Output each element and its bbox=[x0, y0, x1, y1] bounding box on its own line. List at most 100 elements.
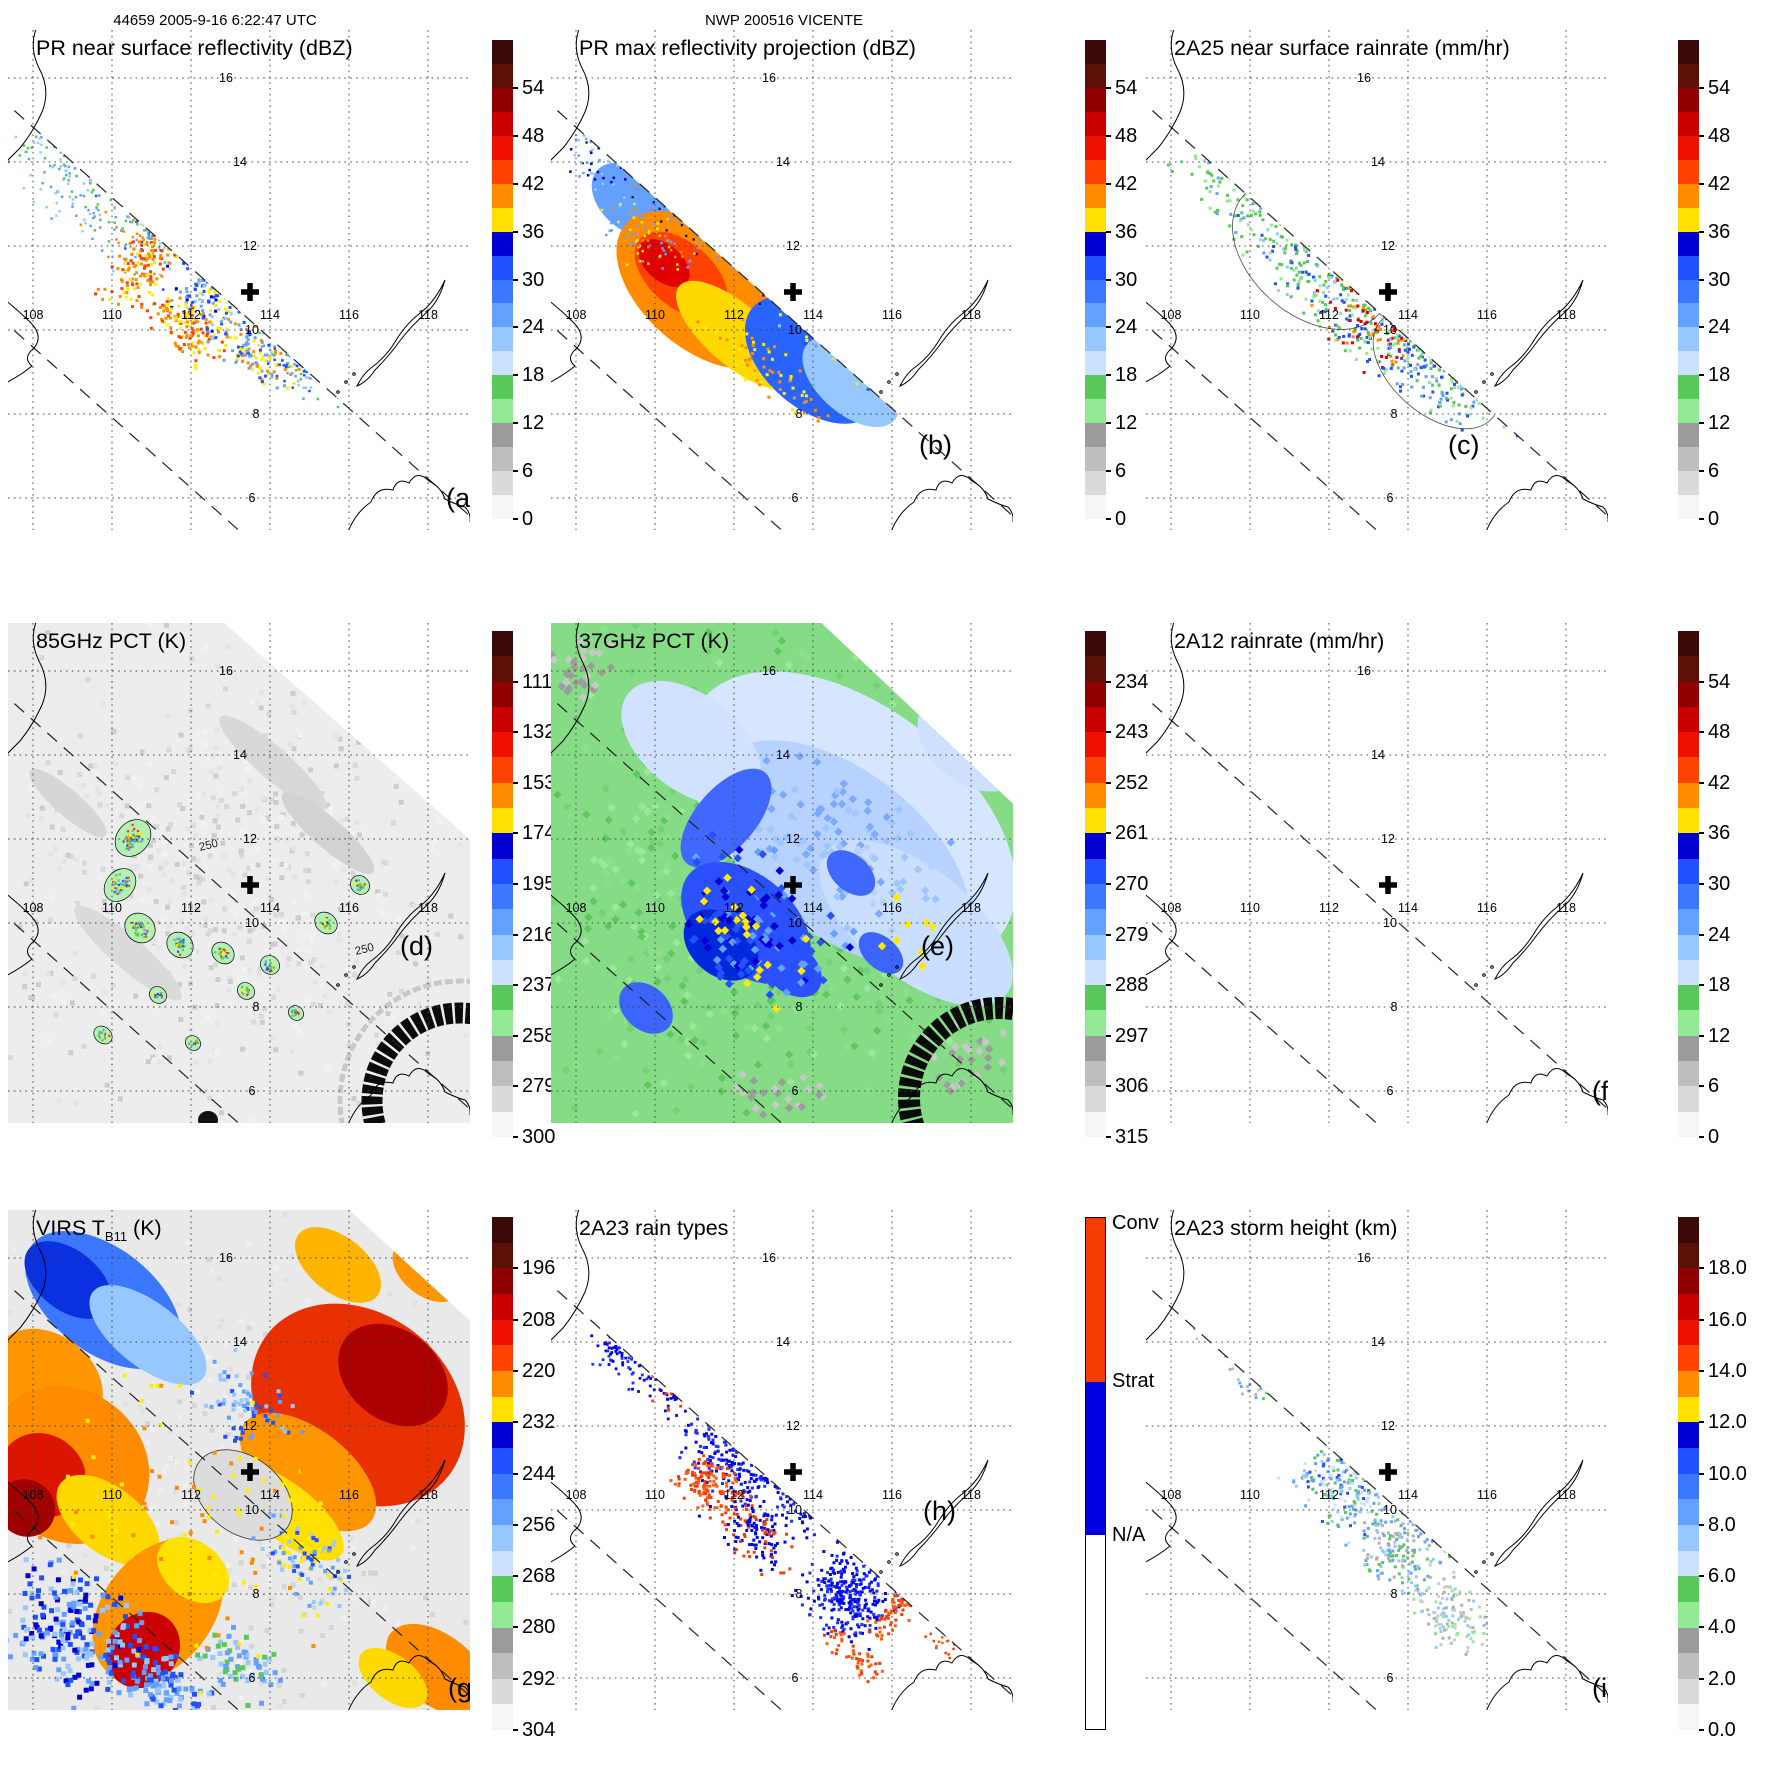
lat-label: 10 bbox=[1383, 1503, 1397, 1517]
swath-data-art bbox=[1191, 1297, 1518, 1656]
colorbar-tick-label: 12 bbox=[1115, 412, 1138, 435]
panel-title-main: VIRS T bbox=[36, 1216, 105, 1240]
panel-title: 2A12 rainrate (mm/hr) bbox=[1174, 629, 1384, 653]
colorbar-segment bbox=[1085, 447, 1106, 472]
coastline bbox=[551, 301, 582, 383]
colorbar-segment bbox=[1678, 327, 1699, 352]
coastlines bbox=[8, 30, 470, 530]
colorbar-b bbox=[1085, 40, 1106, 520]
colorbar-tick-label: 8.0 bbox=[1708, 1513, 1736, 1536]
colorbar-tick-label: 42 bbox=[522, 172, 545, 195]
colorbar-tick bbox=[513, 182, 518, 185]
colorbar-d bbox=[492, 631, 513, 1137]
colorbar-tick-label: 42 bbox=[1115, 172, 1138, 195]
swath-edge-line bbox=[8, 697, 470, 1110]
colorbar-segment bbox=[492, 706, 513, 733]
colorbar-segment bbox=[1085, 495, 1106, 520]
lon-label: 112 bbox=[1319, 308, 1339, 322]
lon-label: 118 bbox=[418, 1488, 438, 1502]
colorbar-tick bbox=[513, 1136, 518, 1138]
colorbar-segment bbox=[492, 1396, 513, 1423]
colorbar-segment bbox=[1678, 255, 1699, 280]
colorbar-segment bbox=[1085, 183, 1106, 208]
coastline bbox=[898, 872, 989, 980]
colorbar-tick bbox=[1106, 680, 1111, 683]
colorbar-tick-label: 24 bbox=[1115, 316, 1138, 339]
colorbar-segment bbox=[1086, 1218, 1105, 1382]
colorbar-segment bbox=[492, 1447, 513, 1474]
colorbar-segment bbox=[492, 255, 513, 280]
colorbar-tick-label: 292 bbox=[522, 1667, 556, 1690]
colorbar-segment bbox=[492, 423, 513, 448]
coastline bbox=[1474, 1570, 1478, 1574]
colorbar-tick bbox=[1699, 230, 1704, 233]
lon-label: 110 bbox=[1240, 901, 1260, 915]
colorbar-tick bbox=[513, 278, 518, 281]
colorbar-segment bbox=[492, 1653, 513, 1679]
colorbar-segment bbox=[492, 757, 513, 783]
graticule bbox=[1146, 623, 1608, 1123]
colorbar-tick-label: 48 bbox=[522, 124, 545, 147]
coastline bbox=[1493, 872, 1584, 980]
graticule bbox=[1146, 1210, 1608, 1710]
colorbar-segment bbox=[1085, 303, 1106, 328]
colorbar-tick-label: 279 bbox=[522, 1075, 556, 1098]
colorbar-tick bbox=[1106, 832, 1111, 835]
lon-label: 118 bbox=[418, 901, 438, 915]
colorbar-segment bbox=[492, 656, 513, 682]
colorbar-segment bbox=[1085, 1010, 1106, 1036]
coastline bbox=[1493, 1459, 1584, 1567]
colorbar-tick-label: 304 bbox=[522, 1719, 556, 1741]
colorbar-tick-label: 36 bbox=[1708, 822, 1731, 845]
coastline bbox=[1490, 1552, 1494, 1556]
colorbar-tick-label: 300 bbox=[522, 1126, 556, 1148]
colorbar-segment bbox=[1678, 934, 1699, 960]
colorbar-segment bbox=[1086, 1534, 1105, 1729]
coastline bbox=[898, 1459, 989, 1567]
panel-letter: (i) bbox=[1592, 1673, 1608, 1703]
lon-label: 112 bbox=[724, 901, 744, 915]
lat-label: 8 bbox=[796, 407, 803, 421]
swath-edge-line bbox=[8, 104, 470, 517]
coastline bbox=[551, 1210, 590, 1341]
swath-edge-line bbox=[1146, 1284, 1608, 1697]
graticule bbox=[551, 30, 1013, 530]
lon-label: 110 bbox=[102, 308, 122, 322]
colorbar-tick bbox=[513, 1085, 518, 1088]
colorbar-segment bbox=[1085, 1086, 1106, 1112]
colorbar-tick bbox=[1106, 134, 1111, 137]
lat-label: 6 bbox=[1387, 1671, 1394, 1685]
colorbar-segment bbox=[492, 279, 513, 304]
colorbar-tick bbox=[513, 326, 518, 329]
coastline bbox=[336, 390, 340, 394]
colorbar-tick bbox=[1106, 518, 1111, 520]
lon-label: 116 bbox=[882, 901, 902, 915]
coastline bbox=[887, 380, 891, 384]
coastline bbox=[551, 30, 590, 161]
colorbar-tick-label: 256 bbox=[522, 1513, 556, 1536]
colorbar-segment bbox=[492, 934, 513, 960]
lat-label: 12 bbox=[786, 239, 800, 253]
colorbar-segment bbox=[492, 681, 513, 707]
colorbar-f bbox=[1678, 631, 1699, 1137]
colorbar-segment bbox=[492, 159, 513, 184]
colorbar-tick bbox=[513, 1472, 518, 1475]
coastline bbox=[1482, 1560, 1486, 1564]
lat-label: 6 bbox=[792, 1084, 799, 1098]
colorbar-segment bbox=[492, 111, 513, 136]
colorbar-tick-label: 54 bbox=[522, 76, 545, 99]
lat-label: 12 bbox=[243, 1419, 257, 1433]
colorbar-segment bbox=[492, 87, 513, 112]
colorbar-tick-label: 6 bbox=[1708, 1075, 1720, 1098]
colorbar-segment bbox=[492, 1268, 513, 1294]
colorbar-segment bbox=[1085, 681, 1106, 707]
colorbar-h bbox=[1085, 1217, 1106, 1730]
coastline bbox=[891, 475, 1013, 530]
lon-label: 112 bbox=[1319, 901, 1339, 915]
colorbar-tick-label: 10.0 bbox=[1708, 1462, 1747, 1485]
lon-label: 114 bbox=[1398, 1488, 1418, 1502]
colorbar-tick bbox=[513, 680, 518, 683]
colorbar-tick-label: 16.0 bbox=[1708, 1308, 1747, 1331]
panel-letter: (d) bbox=[400, 931, 433, 961]
